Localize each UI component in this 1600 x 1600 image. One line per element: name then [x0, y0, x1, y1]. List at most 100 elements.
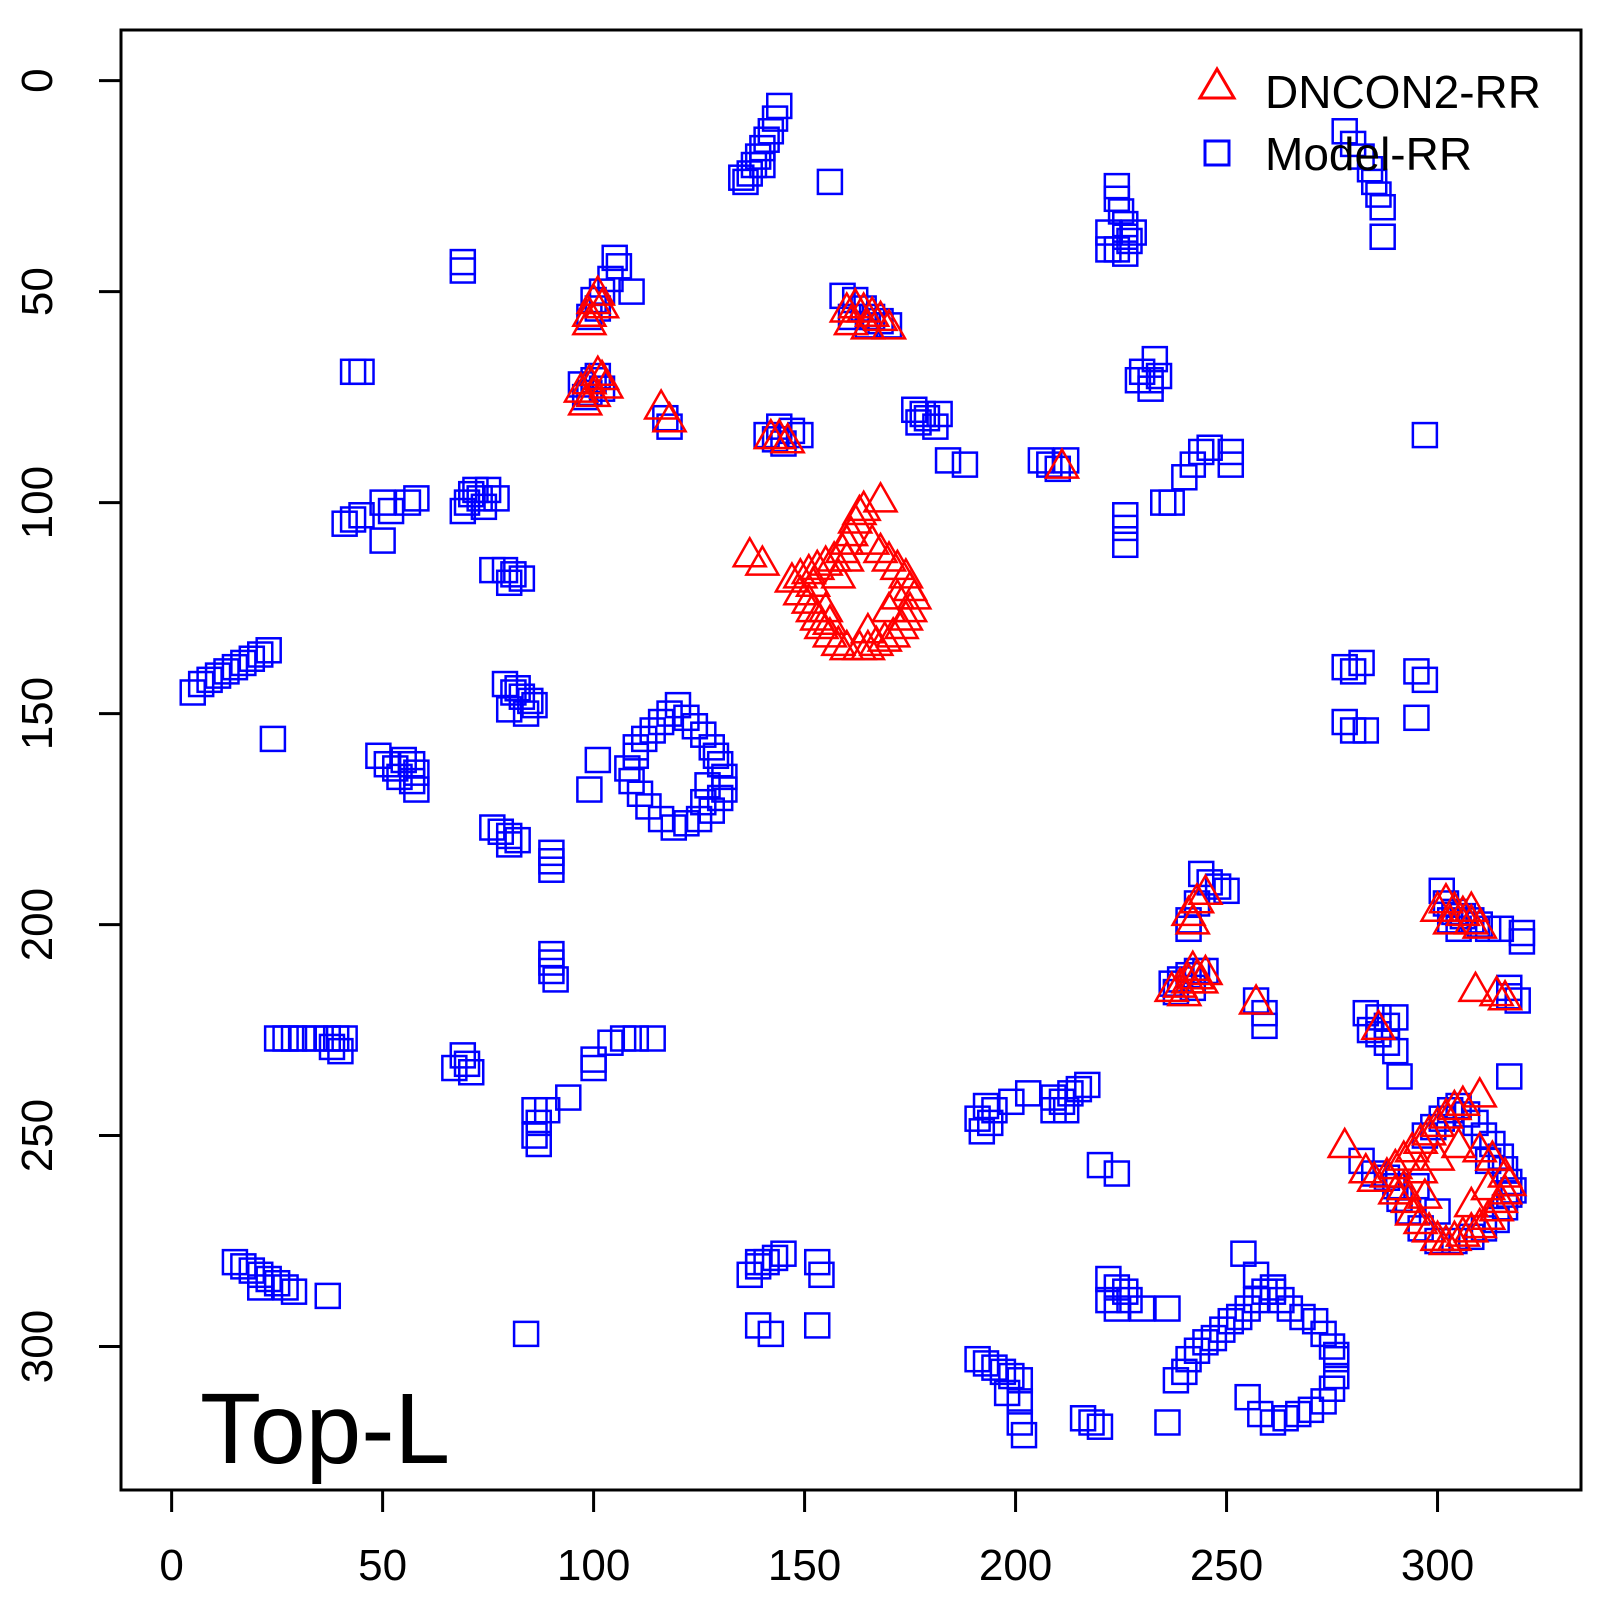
dncon2-rr-point	[891, 569, 929, 602]
model-rr-point	[1141, 345, 1169, 373]
model-rr-point	[331, 510, 358, 537]
legend-triangle-icon	[1197, 66, 1237, 100]
dncon2-rr-point	[1440, 1126, 1477, 1159]
model-rr-point	[1103, 1160, 1131, 1187]
model-rr-point	[1411, 421, 1439, 449]
dncon2-rr-point	[1444, 894, 1482, 927]
model-rr-point	[449, 257, 477, 284]
dncon2-rr-point	[891, 590, 929, 623]
model-rr-point	[698, 734, 726, 761]
model-rr-point	[542, 966, 569, 993]
model-rr-point	[656, 700, 683, 727]
model-rr-point	[1496, 1063, 1523, 1090]
model-rr-point	[246, 1274, 274, 1301]
dncon2-rr-point	[769, 421, 806, 454]
model-rr-point	[483, 485, 510, 512]
legend-item-dncon2: DNCON2-RR	[1197, 66, 1541, 118]
dncon2-rr-point	[807, 544, 844, 576]
dncon2-rr-point	[1427, 1223, 1465, 1256]
dncon2-rr-point	[832, 303, 870, 336]
dncon2-rr-point	[820, 624, 857, 657]
model-rr-point	[622, 1025, 650, 1052]
model-rr-point	[403, 759, 430, 786]
dncon2-rr-point	[1377, 1147, 1414, 1180]
model-rr-point	[808, 1261, 835, 1289]
model-rr-point	[1331, 708, 1358, 736]
model-rr-point	[1095, 236, 1122, 263]
x-tick-label: 100	[557, 1541, 630, 1590]
model-rr-point	[495, 569, 523, 597]
model-rr-point	[934, 447, 962, 474]
model-rr-point	[1200, 1324, 1228, 1352]
model-rr-point	[622, 742, 650, 770]
model-rr-point	[1504, 987, 1531, 1014]
dncon2-rr-point	[731, 535, 768, 568]
model-rr-point	[681, 712, 709, 740]
model-rr-point	[504, 675, 531, 702]
dncon2-rr-point	[1326, 1126, 1363, 1159]
model-rr-point	[744, 143, 772, 170]
x-tick-label: 0	[159, 1541, 183, 1590]
dncon2-rr-point	[870, 539, 908, 572]
model-rr-point	[998, 1362, 1025, 1390]
model-rr-point	[1175, 915, 1202, 943]
model-rr-point	[1508, 928, 1536, 955]
dncon2-rr-point	[1486, 1156, 1524, 1188]
model-rr-point	[1116, 227, 1143, 255]
model-rr-point	[1356, 1016, 1384, 1044]
dncon2-rr-point	[1356, 1160, 1393, 1192]
dncon2-rr-point	[811, 603, 849, 636]
series-model-rr	[179, 92, 1536, 1449]
legend-label-dncon2: DNCON2-RR	[1265, 66, 1541, 118]
dncon2-rr-point	[1410, 1210, 1448, 1243]
model-rr-point	[1069, 1405, 1097, 1432]
model-rr-point	[757, 118, 785, 145]
dncon2-rr-point	[1461, 1130, 1498, 1163]
dncon2-rr-point	[845, 290, 882, 323]
dncon2-rr-point	[1474, 1139, 1511, 1171]
model-rr-point	[1348, 649, 1375, 677]
model-rr-point	[1112, 514, 1139, 542]
dncon2-rr-point	[1478, 974, 1515, 1007]
dncon2-rr-point	[575, 375, 612, 408]
model-rr-point	[1103, 1295, 1131, 1322]
dncon2-rr-point	[1183, 961, 1220, 994]
model-rr-point	[989, 1358, 1017, 1386]
model-rr-point	[1112, 531, 1139, 559]
model-rr-point	[479, 814, 506, 841]
model-rr-point	[1234, 1383, 1261, 1411]
dncon2-rr-point	[1453, 1185, 1490, 1218]
model-rr-point	[1078, 1409, 1105, 1436]
model-rr-point	[601, 244, 628, 272]
y-tick-label: 0	[13, 68, 62, 92]
dncon2-rr-point	[1453, 890, 1490, 922]
model-rr-point	[1339, 658, 1367, 685]
model-rr-point	[1154, 1409, 1181, 1436]
dncon2-rr-point	[1402, 1202, 1439, 1235]
dncon2-rr-point	[1377, 1172, 1414, 1205]
model-rr-point	[1158, 489, 1185, 516]
dncon2-rr-point	[1453, 902, 1490, 935]
dncon2-rr-point	[853, 523, 891, 555]
model-rr-point	[576, 776, 603, 803]
model-rr-point	[377, 497, 405, 525]
model-rr-point	[246, 641, 274, 668]
model-rr-point	[981, 1354, 1008, 1381]
dncon2-rr-point	[837, 286, 874, 319]
model-rr-point	[1154, 1295, 1181, 1322]
model-rr-point	[1027, 447, 1055, 474]
model-rr-point	[964, 1345, 991, 1373]
model-rr-point	[1010, 1421, 1038, 1449]
model-rr-point	[1162, 1367, 1190, 1394]
model-rr-point	[1196, 434, 1223, 461]
model-rr-point	[1057, 1080, 1084, 1107]
model-rr-point	[500, 561, 527, 588]
y-tick-label: 100	[13, 466, 62, 539]
dncon2-rr-point	[1470, 1168, 1507, 1201]
model-rr-point	[521, 691, 548, 719]
model-rr-point	[538, 957, 565, 985]
model-rr-point	[1086, 1151, 1114, 1179]
model-rr-point	[474, 476, 502, 504]
x-tick-label: 150	[768, 1541, 841, 1590]
axes-layer: 0 50 100 150 200 250 300 0 50 100 150 200 250 300	[13, 68, 1474, 1590]
